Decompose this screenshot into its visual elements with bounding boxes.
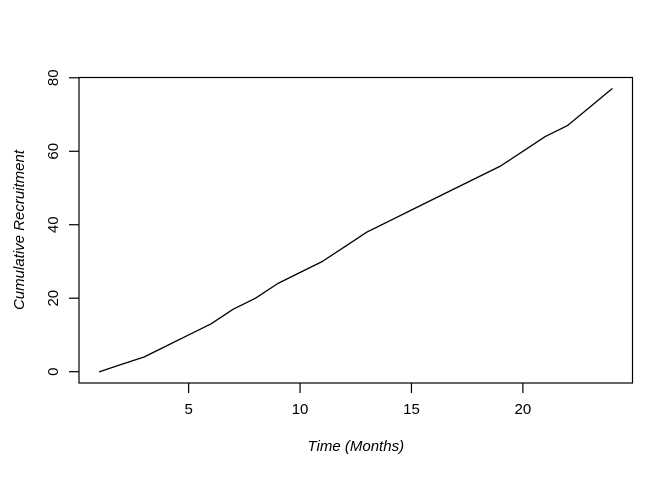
y-axis-title: Cumulative Recruitment [11, 149, 28, 310]
x-tick-label: 10 [292, 401, 309, 418]
y-tick-label: 0 [45, 368, 62, 376]
x-axis-ticks [188, 383, 524, 393]
plot-box [78, 76, 634, 384]
cumulative-recruitment-line [98, 88, 613, 373]
x-axis-tick-labels: 5 10 15 20 [184, 401, 531, 418]
x-tick-label: 15 [403, 401, 420, 418]
y-tick-label: 40 [45, 216, 62, 233]
y-axis-ticks [69, 77, 79, 373]
x-tick-label: 20 [515, 401, 532, 418]
x-tick-label: 5 [184, 401, 192, 418]
y-tick-label: 20 [45, 290, 62, 307]
y-tick-label: 80 [45, 69, 62, 86]
y-tick-label: 60 [45, 143, 62, 160]
x-axis-title: Time (Months) [308, 438, 405, 455]
y-axis-tick-labels: 0 20 40 60 80 [45, 69, 62, 375]
